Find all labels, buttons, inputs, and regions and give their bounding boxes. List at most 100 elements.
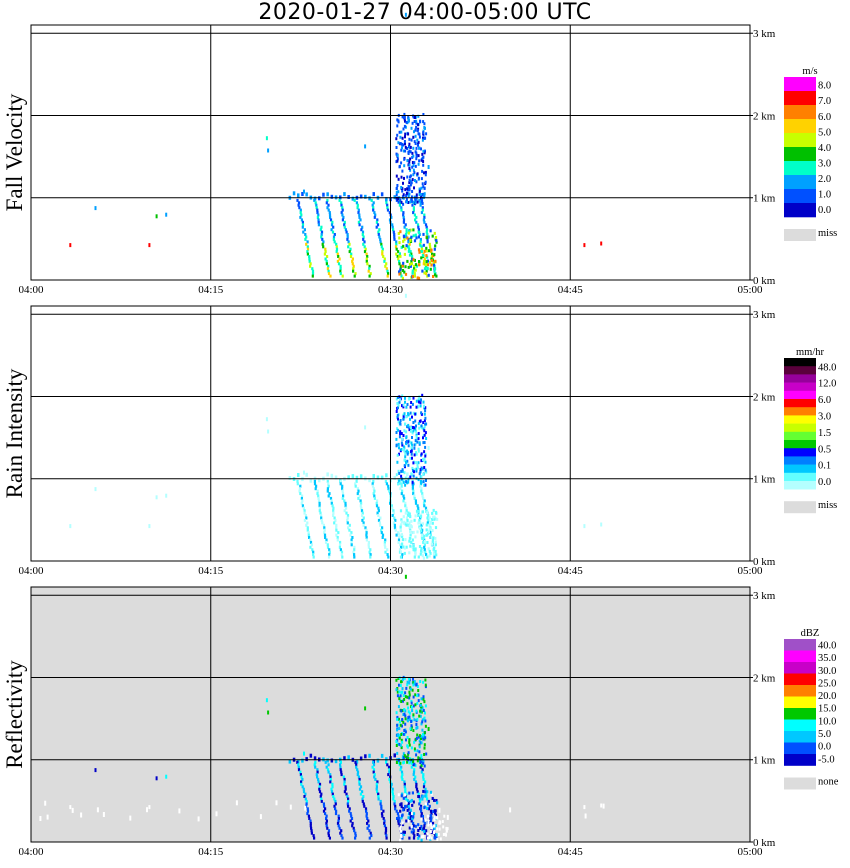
data-cell xyxy=(393,799,396,803)
data-cell xyxy=(403,471,406,475)
data-cell xyxy=(337,531,340,535)
data-cell xyxy=(404,501,407,505)
data-cell xyxy=(395,473,398,477)
data-cell xyxy=(423,483,426,487)
data-cell xyxy=(310,829,313,833)
data-cell xyxy=(368,836,371,840)
data-cell xyxy=(411,257,414,261)
data-cell xyxy=(412,800,415,804)
data-cell xyxy=(412,492,415,496)
data-cell xyxy=(433,798,436,802)
data-cell xyxy=(403,708,406,711)
data-cell xyxy=(303,511,306,515)
data-cell xyxy=(412,211,415,215)
data-cell xyxy=(421,494,424,498)
data-cell xyxy=(365,257,368,261)
data-cell xyxy=(421,206,424,210)
data-cell xyxy=(413,161,416,165)
data-cell xyxy=(426,832,429,836)
data-cell xyxy=(428,523,431,527)
data-cell xyxy=(332,514,335,517)
data-cell xyxy=(403,157,406,161)
data-cell xyxy=(414,198,417,202)
data-cell xyxy=(302,787,305,791)
data-cell xyxy=(438,807,441,813)
colorbar-label: 3.0 xyxy=(818,412,831,423)
data-cell xyxy=(369,831,372,835)
data-cell xyxy=(407,240,410,244)
data-cell xyxy=(372,487,375,491)
data-cell xyxy=(343,223,346,227)
data-cell xyxy=(323,804,326,808)
data-cell xyxy=(432,508,435,512)
time-tick-label: 04:45 xyxy=(558,846,584,858)
data-cell xyxy=(402,143,405,147)
colorbar-swatch xyxy=(784,423,816,433)
height-tick-label: 2 km xyxy=(753,391,776,403)
data-cell xyxy=(301,785,304,789)
data-cell xyxy=(368,274,371,278)
data-cell xyxy=(368,550,371,554)
data-cell xyxy=(408,137,411,141)
data-cell xyxy=(391,223,394,227)
data-cell xyxy=(317,496,320,500)
data-cell xyxy=(415,736,418,740)
data-cell xyxy=(398,446,400,450)
data-cell xyxy=(379,237,382,241)
colorbar-swatch xyxy=(784,147,816,162)
data-cell xyxy=(361,511,364,515)
data-cell xyxy=(434,236,438,239)
data-cell xyxy=(309,264,312,268)
data-cell xyxy=(338,257,341,261)
data-cell xyxy=(341,218,344,222)
data-cell xyxy=(351,259,354,263)
data-cell xyxy=(423,151,426,155)
data-cell xyxy=(327,269,330,273)
data-cell xyxy=(408,693,411,697)
colorbar-swatch xyxy=(784,673,816,686)
data-cell xyxy=(405,228,408,232)
data-cell xyxy=(424,452,427,456)
data-cell xyxy=(409,238,412,242)
data-cell xyxy=(583,243,586,248)
data-cell xyxy=(409,799,412,803)
data-cell xyxy=(399,398,402,402)
data-cell xyxy=(399,829,402,833)
data-cell xyxy=(406,808,409,812)
data-cell xyxy=(326,489,329,493)
data-cell xyxy=(426,807,429,810)
data-cell xyxy=(380,192,384,197)
data-cell xyxy=(409,531,413,535)
data-cell xyxy=(326,206,329,210)
data-cell xyxy=(403,782,406,786)
data-cell xyxy=(438,827,441,831)
data-cell xyxy=(415,467,418,471)
data-cell xyxy=(422,709,425,712)
data-cell xyxy=(402,193,405,197)
data-cell xyxy=(360,506,363,510)
data-cell xyxy=(431,234,434,238)
data-cell xyxy=(422,827,425,831)
data-cell xyxy=(403,729,406,732)
data-cell xyxy=(424,454,427,458)
data-cell xyxy=(331,792,334,796)
data-cell xyxy=(366,826,369,830)
data-cell xyxy=(436,517,439,521)
data-cell xyxy=(421,269,424,273)
data-cell xyxy=(340,773,343,777)
data-cell xyxy=(414,693,417,697)
data-cell xyxy=(358,780,361,784)
data-cell xyxy=(392,795,395,798)
data-cell xyxy=(385,482,388,486)
time-tick-label: 04:30 xyxy=(378,284,404,296)
colorbar-label: 48.0 xyxy=(818,362,836,373)
data-cell xyxy=(396,742,399,746)
data-cell xyxy=(415,121,418,125)
data-cell xyxy=(298,487,301,491)
data-cell xyxy=(333,521,336,525)
data-cell xyxy=(395,190,398,194)
data-cell xyxy=(316,208,319,212)
data-cell xyxy=(299,492,302,496)
colorbar-swatch xyxy=(784,105,816,120)
data-cell xyxy=(311,267,314,271)
